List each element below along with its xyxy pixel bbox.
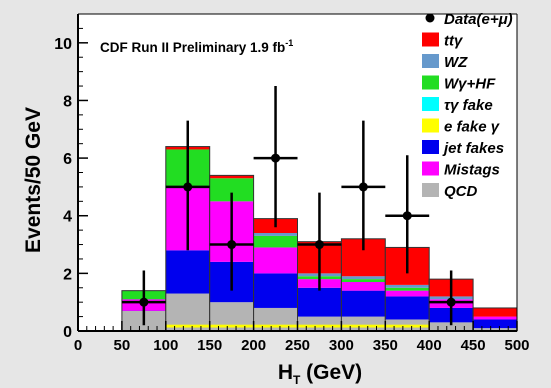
bar-mistags: [473, 316, 517, 320]
stacked-bars: [121, 146, 518, 332]
bar-e-fake-gamma: [341, 324, 386, 328]
x-tick-label: 350: [373, 337, 398, 354]
data-point: [227, 240, 237, 250]
bar-wz: [385, 284, 430, 288]
x-tick-label: 250: [285, 337, 310, 354]
bar-mistags: [341, 282, 386, 291]
x-tick-label: 0: [74, 337, 82, 354]
bar-e-fake-gamma: [165, 324, 210, 328]
bar-e-fake-gamma: [209, 324, 254, 328]
y-tick-label: 8: [63, 93, 72, 110]
legend-label: ttγ: [444, 33, 464, 50]
bar-wgamma-hf: [385, 287, 430, 291]
bar-qcd: [473, 328, 517, 331]
ticks: 0 50 100 150 200 250 300 350 400 450 500 0 2 4 6 8 10: [54, 27, 530, 354]
data-point: [183, 182, 193, 192]
bar-e-fake-gamma: [253, 324, 298, 328]
data-point: [358, 182, 368, 192]
bar-wgamma-hf: [341, 279, 386, 283]
y-tick-label: 2: [63, 266, 72, 283]
legend-swatch: [422, 183, 439, 197]
y-axis-label: Events/50 GeV: [22, 107, 45, 253]
bar-e-fake-gamma: [385, 324, 430, 328]
data-point: [271, 153, 281, 163]
legend-swatch: [422, 118, 439, 133]
legend-swatch: [422, 32, 439, 47]
x-tick-label: 500: [504, 337, 529, 354]
legend-swatch: [422, 97, 439, 111]
legend-swatch: [422, 54, 439, 68]
legend-swatch: [422, 161, 439, 176]
bar-wgamma-hf: [209, 178, 254, 202]
x-tick-label: 50: [114, 337, 131, 354]
bar-mistags: [385, 290, 430, 297]
x-axis-label: HT (GeV): [278, 361, 362, 387]
x-tick-label: 150: [197, 337, 222, 354]
legend-label: WZ: [444, 54, 468, 71]
legend: Data(e+μ) ttγ WZ Wγ+HF τγ fake e fake γ jet fa…: [422, 11, 513, 200]
bar-jet-fakes: [341, 290, 386, 317]
legend-swatch: [422, 75, 439, 90]
bar-qcd: [341, 316, 386, 331]
data-point: [314, 240, 324, 250]
data-points: [121, 86, 474, 326]
bar-jet-fakes: [165, 250, 210, 294]
y-tick-label: 10: [54, 36, 72, 53]
x-tick-label: 450: [461, 337, 486, 354]
bar-e-fake-gamma: [297, 324, 342, 328]
bar-wz: [253, 233, 298, 236]
legend-label: e fake γ: [444, 119, 501, 136]
bar-jet-fakes: [385, 296, 430, 320]
bar-wgamma-hf: [253, 235, 298, 248]
bar-wz: [341, 276, 386, 280]
x-tick-label: 100: [153, 337, 178, 354]
bar-jet-fakes: [473, 319, 517, 329]
legend-label: Data(e+μ): [444, 11, 513, 28]
y-tick-label: 0: [63, 324, 72, 341]
legend-label: QCD: [444, 183, 478, 200]
bar-qcd: [429, 322, 474, 331]
legend-label: Wγ+HF: [444, 76, 496, 93]
bar-ttgamma: [473, 307, 517, 317]
legend-marker-data: [425, 13, 435, 23]
y-tick-label: 6: [63, 151, 72, 168]
bar-mistags: [253, 247, 298, 274]
x-tick-label: 200: [241, 337, 266, 354]
data-point: [446, 297, 456, 307]
bar-jet-fakes: [297, 287, 342, 317]
y-tick-label: 4: [63, 209, 72, 226]
bar-ttgamma: [209, 175, 254, 179]
x-tick-label: 300: [329, 337, 354, 354]
chart-annotation: CDF Run II Preliminary 1.9 fb-1: [100, 38, 293, 55]
legend-label: jet fakes: [442, 140, 504, 157]
data-point: [139, 297, 149, 307]
bar-jet-fakes: [253, 273, 298, 308]
legend-label: τγ fake: [444, 97, 493, 114]
legend-swatch: [422, 140, 439, 154]
legend-label: Mistags: [444, 162, 500, 179]
data-point: [402, 211, 412, 221]
x-tick-label: 400: [417, 337, 442, 354]
bar-qcd: [297, 316, 342, 331]
